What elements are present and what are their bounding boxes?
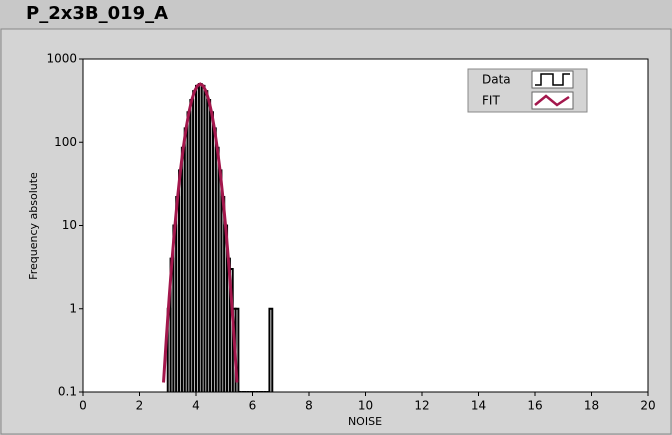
- x-axis-label: NOISE: [348, 415, 382, 428]
- y-axis-label: Frequency absolute: [27, 172, 40, 280]
- x-tick-label: 14: [471, 399, 486, 413]
- x-tick-label: 6: [249, 399, 257, 413]
- legend-label: Data: [482, 73, 511, 87]
- x-tick-label: 4: [192, 399, 200, 413]
- legend-sample: [535, 73, 570, 86]
- y-tick-label: 1000: [46, 52, 77, 66]
- legend-sample: [534, 94, 570, 107]
- title-bar: [0, 0, 672, 28]
- y-tick-label: 0.1: [58, 385, 77, 399]
- legend: Data FIT: [467, 68, 588, 113]
- x-tick-label: 18: [584, 399, 599, 413]
- y-tick-label: 10: [62, 218, 77, 232]
- fit-line: [162, 82, 239, 383]
- x-tick-label: 20: [640, 399, 655, 413]
- x-tick-label: 10: [358, 399, 373, 413]
- legend-label: FIT: [482, 94, 500, 108]
- x-tick-label: 0: [79, 399, 87, 413]
- page-title: P_2x3B_019_A: [26, 3, 168, 24]
- x-tick-label: 12: [414, 399, 429, 413]
- x-tick-label: 16: [527, 399, 542, 413]
- histogram-bin: [268, 307, 274, 392]
- y-tick-label: 100: [54, 135, 77, 149]
- x-tick-label: 2: [136, 399, 144, 413]
- plot-content: [162, 82, 274, 392]
- y-tick-label: 1: [69, 301, 77, 315]
- x-tick-label: 8: [305, 399, 313, 413]
